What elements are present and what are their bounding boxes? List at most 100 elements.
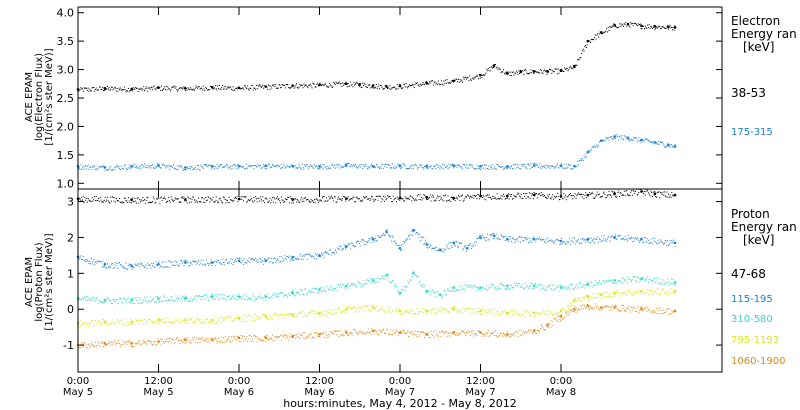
- texture-proton-115-195: [547, 237, 549, 239]
- texture-electron-38-53: [547, 72, 549, 74]
- texture-electron-175-315: [479, 168, 481, 170]
- texture-electron-38-53: [498, 67, 500, 69]
- texture-proton-310-580: [238, 293, 240, 295]
- texture-proton-115-195: [663, 243, 665, 245]
- texture-proton-1060-1900: [94, 341, 96, 343]
- texture-electron-38-53: [455, 78, 457, 80]
- texture-proton-310-580: [260, 296, 262, 298]
- texture-electron-175-315: [399, 166, 401, 168]
- texture-electron-38-53: [321, 84, 323, 86]
- texture-electron-38-53: [227, 86, 229, 88]
- texture-electron-175-315: [172, 164, 174, 166]
- texture-proton-47-68: [445, 194, 447, 196]
- texture-electron-175-315: [612, 138, 614, 140]
- texture-proton-795-1193: [581, 297, 583, 299]
- texture-proton-115-195: [540, 239, 542, 241]
- texture-electron-38-53: [635, 23, 637, 25]
- point-electron-175-315-15: [479, 164, 482, 168]
- texture-proton-310-580: [257, 296, 259, 298]
- texture-proton-115-195: [581, 238, 583, 240]
- texture-electron-38-53: [308, 84, 310, 86]
- texture-proton-115-195: [563, 240, 565, 242]
- texture-electron-38-53: [139, 88, 141, 90]
- texture-proton-310-580: [122, 302, 124, 304]
- texture-proton-795-1193: [276, 313, 278, 315]
- texture-electron-175-315: [510, 166, 512, 168]
- texture-proton-1060-1900: [159, 340, 161, 342]
- texture-proton-1060-1900: [154, 341, 156, 343]
- texture-proton-795-1193: [575, 298, 577, 300]
- texture-proton-795-1193: [250, 320, 252, 322]
- texture-proton-310-580: [218, 298, 220, 300]
- texture-proton-115-195: [307, 253, 309, 255]
- texture-proton-1060-1900: [270, 338, 272, 340]
- texture-electron-175-315: [648, 140, 650, 142]
- texture-proton-115-195: [178, 265, 180, 267]
- texture-electron-38-53: [131, 90, 133, 92]
- texture-electron-38-53: [602, 32, 604, 34]
- texture-proton-47-68: [113, 200, 115, 202]
- texture-proton-115-195: [146, 268, 148, 270]
- texture-proton-47-68: [163, 198, 165, 200]
- texture-proton-795-1193: [360, 307, 362, 309]
- texture-proton-47-68: [257, 197, 259, 199]
- texture-proton-310-580: [256, 297, 258, 299]
- texture-proton-115-195: [218, 260, 220, 262]
- texture-proton-310-580: [363, 283, 365, 285]
- texture-proton-310-580: [138, 298, 140, 300]
- texture-proton-115-195: [552, 240, 554, 242]
- texture-proton-310-580: [418, 281, 420, 283]
- texture-proton-115-195: [214, 261, 216, 263]
- texture-electron-175-315: [179, 166, 181, 168]
- texture-electron-38-53: [470, 79, 472, 81]
- texture-proton-310-580: [210, 296, 212, 298]
- texture-electron-175-315: [561, 166, 563, 168]
- texture-proton-795-1193: [108, 324, 110, 326]
- texture-proton-795-1193: [238, 316, 240, 318]
- texture-electron-38-53: [220, 88, 222, 90]
- texture-proton-1060-1900: [121, 344, 123, 346]
- texture-proton-1060-1900: [280, 334, 282, 336]
- texture-electron-175-315: [385, 163, 387, 165]
- texture-proton-47-68: [505, 198, 507, 200]
- texture-proton-1060-1900: [189, 342, 191, 344]
- texture-proton-115-195: [281, 260, 283, 262]
- texture-proton-795-1193: [383, 309, 385, 311]
- texture-proton-115-195: [276, 258, 278, 260]
- texture-electron-175-315: [386, 167, 388, 169]
- texture-electron-175-315: [102, 166, 104, 168]
- texture-proton-47-68: [655, 196, 657, 198]
- texture-proton-310-580: [636, 276, 638, 278]
- texture-proton-115-195: [607, 236, 609, 238]
- texture-proton-115-195: [640, 237, 642, 239]
- texture-proton-310-580: [439, 294, 441, 296]
- texture-proton-47-68: [119, 197, 121, 199]
- texture-proton-47-68: [95, 196, 97, 198]
- texture-proton-310-580: [376, 277, 378, 279]
- texture-proton-1060-1900: [272, 334, 274, 336]
- texture-electron-38-53: [298, 86, 300, 88]
- texture-electron-38-53: [488, 69, 490, 71]
- texture-proton-795-1193: [333, 312, 335, 314]
- texture-electron-175-315: [523, 164, 525, 166]
- texture-proton-47-68: [303, 200, 305, 202]
- texture-proton-47-68: [565, 194, 567, 196]
- texture-proton-115-195: [292, 259, 294, 261]
- texture-proton-115-195: [416, 232, 418, 234]
- texture-proton-310-580: [405, 286, 407, 288]
- texture-proton-115-195: [117, 267, 119, 269]
- texture-electron-175-315: [490, 165, 492, 167]
- texture-electron-38-53: [106, 85, 108, 87]
- texture-proton-310-580: [267, 296, 269, 298]
- texture-electron-38-53: [520, 70, 522, 72]
- texture-proton-47-68: [213, 201, 215, 203]
- texture-electron-38-53: [188, 88, 190, 90]
- texture-proton-115-195: [594, 238, 596, 240]
- point-proton-47-68-16: [653, 192, 657, 195]
- texture-proton-115-195: [470, 248, 472, 250]
- texture-electron-175-315: [119, 168, 121, 170]
- texture-electron-38-53: [410, 85, 412, 87]
- texture-proton-795-1193: [377, 309, 379, 311]
- texture-electron-175-315: [130, 167, 132, 169]
- texture-proton-795-1193: [542, 311, 544, 313]
